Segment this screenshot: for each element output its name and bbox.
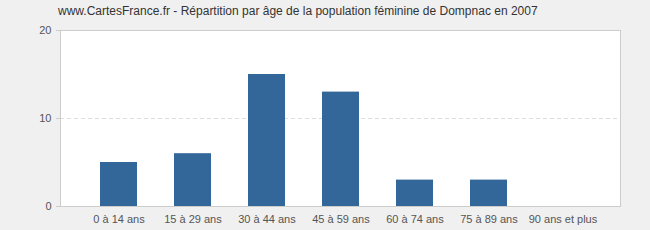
svg-text:45 à 59 ans: 45 à 59 ans [312,213,370,225]
svg-text:0: 0 [45,200,51,212]
svg-text:75 à 89 ans: 75 à 89 ans [460,213,518,225]
svg-text:60 à 74 ans: 60 à 74 ans [386,213,444,225]
svg-text:20: 20 [39,24,51,36]
svg-text:30 à 44 ans: 30 à 44 ans [238,213,296,225]
svg-text:10: 10 [39,112,51,124]
html-text:www.CartesFrance.fr - Répartit: www.CartesFrance.fr - Répartition par âg… [58,4,538,18]
svg-text:15 à 29 ans: 15 à 29 ans [164,213,222,225]
svg-text:90 ans et plus: 90 ans et plus [529,213,598,225]
svg-text:0 à 14 ans: 0 à 14 ans [93,213,145,225]
